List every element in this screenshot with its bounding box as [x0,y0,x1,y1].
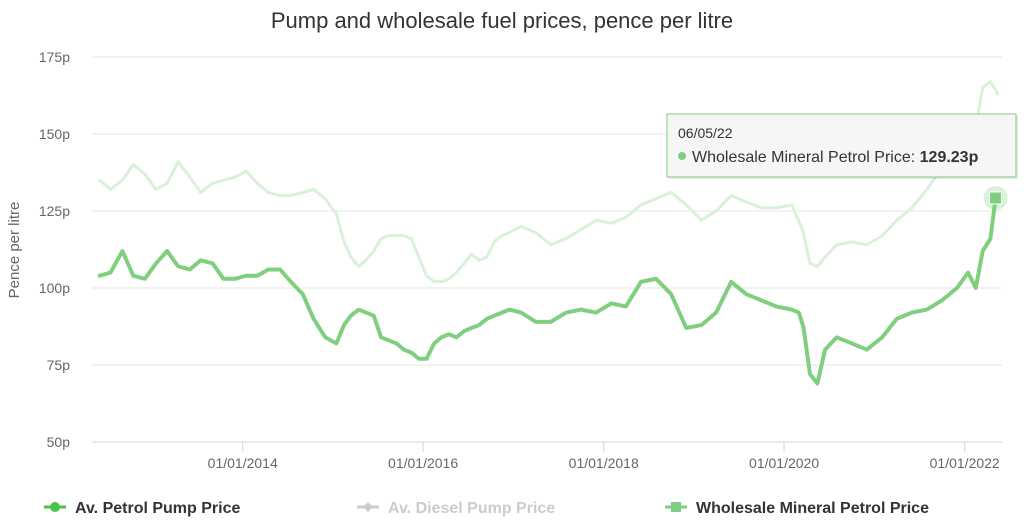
y-tick-label: 125p [39,203,70,219]
legend-circle-icon [50,502,60,512]
tooltip-series-label: Wholesale Mineral Petrol Price: 129.23p [692,149,979,166]
tooltip-date: 06/05/22 [678,125,733,141]
tooltip-series-dot [678,152,686,160]
tooltip-box [666,113,1017,178]
chart-title: Pump and wholesale fuel prices, pence pe… [271,8,733,33]
legend-label: Av. Diesel Pump Price [388,500,555,517]
x-tick-label: 01/01/2016 [388,455,458,471]
x-axis: 01/01/2014 01/01/2016 01/01/2018 01/01/2020… [208,442,1000,471]
y-tick-label: 50p [47,434,71,450]
tooltip-value: 129.23p [920,149,979,166]
diesel-pump-price-line [98,80,1000,284]
legend-item-wholesale-petrol[interactable]: Wholesale Mineral Petrol Price [665,500,929,517]
wholesale-petrol-price-line [97,196,998,386]
y-axis: 50p 75p 100p 125p 150p 175p [39,49,70,450]
legend-item-petrol-pump[interactable]: Av. Petrol Pump Price [44,500,240,517]
y-axis-label: Pence per litre [6,202,23,299]
legend-diamond-icon [363,502,373,512]
y-tick-label: 100p [39,280,70,296]
hover-point-marker [989,191,1003,205]
x-tick-label: 01/01/2022 [930,455,1000,471]
grid-layer [92,56,1002,443]
hover-marker-layer [983,185,1008,210]
tooltip: 06/05/22 Wholesale Mineral Petrol Price: … [666,113,1018,179]
legend-item-diesel-pump[interactable]: Av. Diesel Pump Price [357,500,555,517]
x-tick-label: 01/01/2018 [569,455,639,471]
x-tick-label: 01/01/2020 [749,455,819,471]
y-tick-label: 150p [39,126,70,142]
y-tick-label: 75p [47,357,71,373]
legend-square-icon [671,502,681,512]
x-tick-label: 01/01/2014 [208,455,278,471]
legend-label: Wholesale Mineral Petrol Price [696,500,929,517]
series-layer [97,80,1000,386]
legend: Av. Petrol Pump Price Av. Diesel Pump Pri… [44,500,929,517]
y-tick-label: 175p [39,49,70,65]
legend-label: Av. Petrol Pump Price [75,500,240,517]
